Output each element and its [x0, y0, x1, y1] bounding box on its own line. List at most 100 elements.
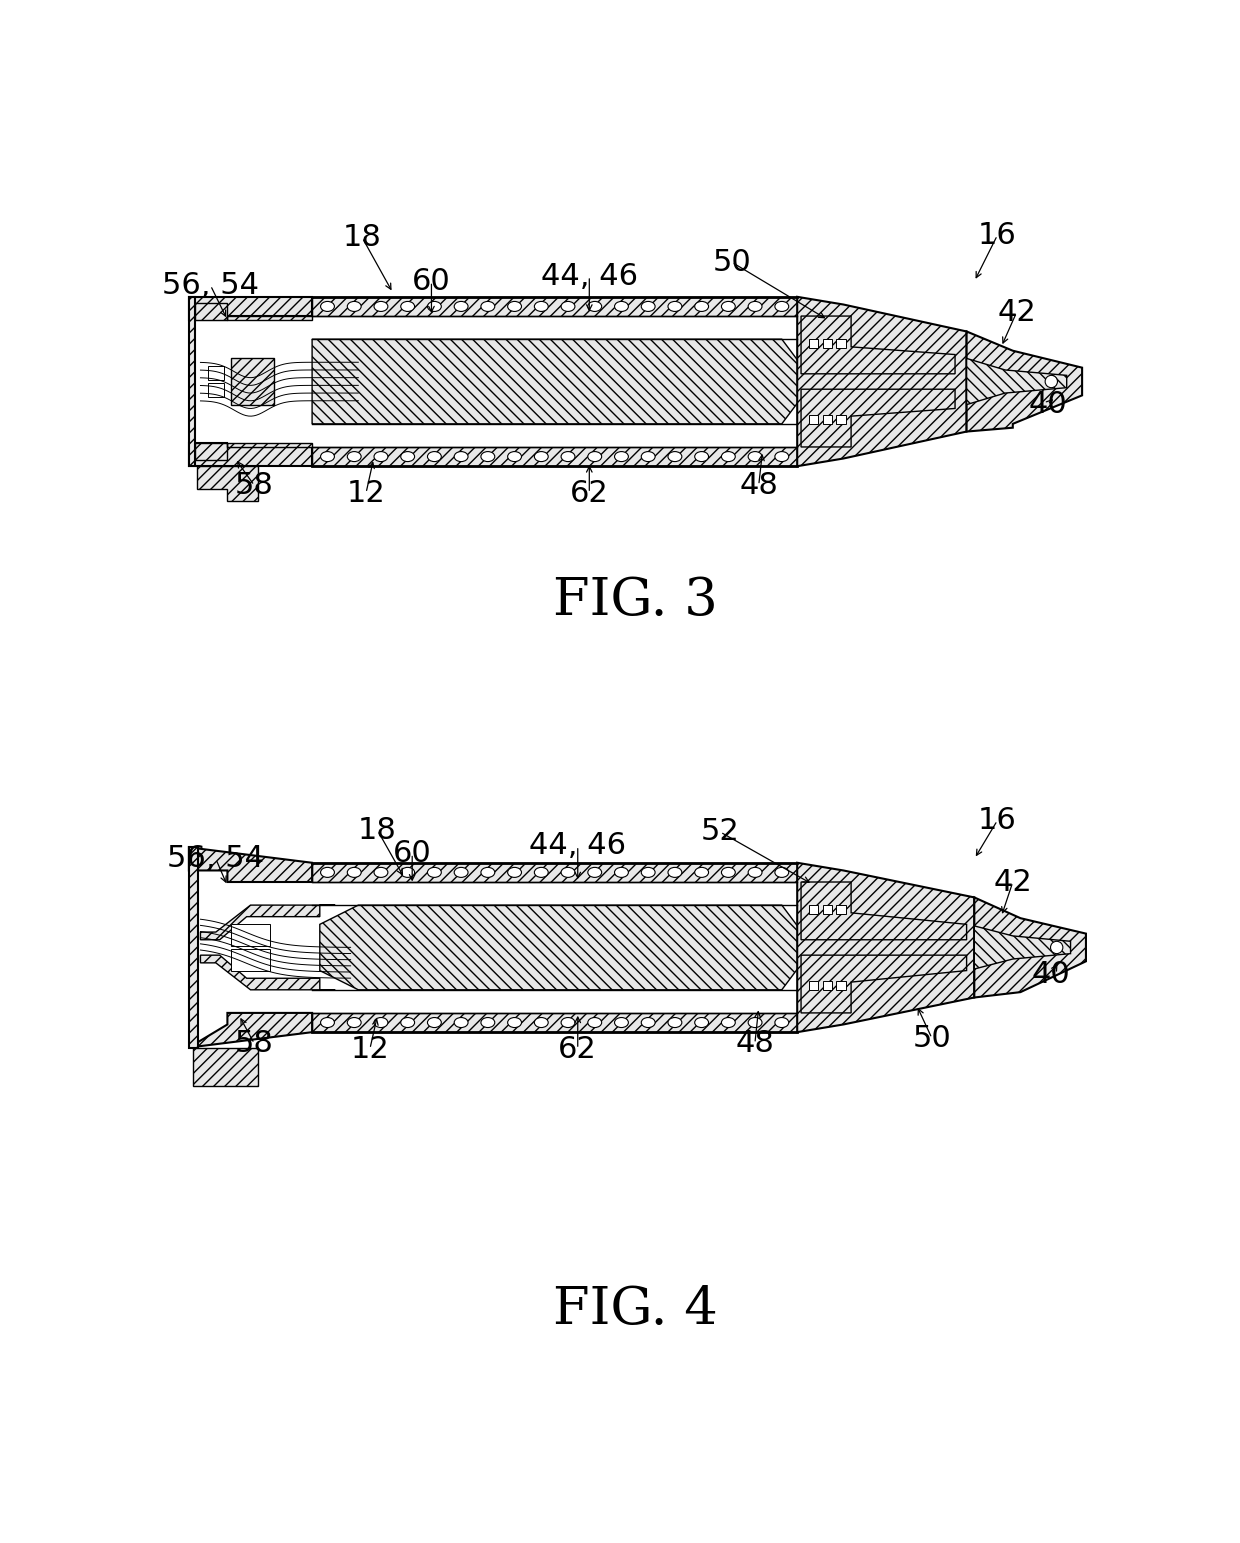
Bar	[188, 296, 195, 466]
Ellipse shape	[588, 1017, 601, 1028]
Polygon shape	[197, 466, 258, 501]
Ellipse shape	[347, 452, 361, 461]
Ellipse shape	[347, 867, 361, 878]
Polygon shape	[201, 955, 335, 989]
Polygon shape	[801, 316, 955, 373]
Text: 52: 52	[701, 818, 739, 847]
Ellipse shape	[668, 452, 682, 461]
Bar	[822, 339, 832, 349]
Bar	[822, 980, 832, 989]
Text: FIG. 3: FIG. 3	[553, 576, 718, 626]
Ellipse shape	[347, 1017, 361, 1028]
Polygon shape	[801, 883, 967, 940]
Polygon shape	[188, 296, 312, 319]
Text: 58: 58	[234, 1029, 274, 1058]
Text: 44, 46: 44, 46	[541, 261, 637, 290]
Polygon shape	[188, 1012, 312, 1048]
Polygon shape	[195, 302, 312, 319]
Bar	[208, 366, 223, 380]
Ellipse shape	[668, 867, 682, 878]
Polygon shape	[312, 339, 805, 424]
Polygon shape	[967, 332, 1083, 432]
Text: 40: 40	[1032, 960, 1070, 989]
Text: 60: 60	[393, 839, 432, 869]
Ellipse shape	[694, 1017, 708, 1028]
Ellipse shape	[454, 867, 467, 878]
Ellipse shape	[534, 301, 548, 312]
Ellipse shape	[694, 301, 708, 312]
Polygon shape	[195, 443, 312, 460]
Ellipse shape	[641, 452, 655, 461]
Text: 42: 42	[993, 867, 1032, 896]
Ellipse shape	[401, 301, 414, 312]
Bar	[188, 847, 198, 1048]
Ellipse shape	[454, 1017, 467, 1028]
Ellipse shape	[321, 301, 335, 312]
Polygon shape	[192, 1048, 258, 1086]
Ellipse shape	[347, 301, 361, 312]
Bar	[231, 924, 270, 946]
Text: 12: 12	[351, 1035, 389, 1063]
Ellipse shape	[481, 301, 495, 312]
Bar	[231, 949, 270, 971]
Ellipse shape	[775, 1017, 789, 1028]
Ellipse shape	[722, 867, 735, 878]
Ellipse shape	[560, 867, 575, 878]
Polygon shape	[312, 296, 797, 316]
Ellipse shape	[694, 867, 708, 878]
Text: 44, 46: 44, 46	[529, 832, 626, 861]
Ellipse shape	[481, 867, 495, 878]
Text: 56, 54: 56, 54	[167, 844, 264, 873]
Text: 60: 60	[412, 267, 451, 296]
Ellipse shape	[454, 301, 467, 312]
Polygon shape	[320, 906, 805, 989]
Text: 50: 50	[913, 1025, 951, 1052]
Ellipse shape	[615, 301, 629, 312]
Ellipse shape	[374, 452, 388, 461]
Ellipse shape	[722, 301, 735, 312]
Polygon shape	[797, 296, 967, 466]
Ellipse shape	[775, 452, 789, 461]
Ellipse shape	[428, 452, 441, 461]
Ellipse shape	[694, 452, 708, 461]
Ellipse shape	[321, 452, 335, 461]
Ellipse shape	[615, 867, 629, 878]
Ellipse shape	[641, 867, 655, 878]
Bar	[837, 339, 846, 349]
Text: 18: 18	[342, 224, 382, 252]
Ellipse shape	[668, 301, 682, 312]
Ellipse shape	[641, 1017, 655, 1028]
Ellipse shape	[321, 1017, 335, 1028]
Ellipse shape	[560, 452, 575, 461]
Bar	[208, 383, 223, 397]
Ellipse shape	[722, 452, 735, 461]
Polygon shape	[312, 863, 797, 883]
Text: 58: 58	[234, 471, 274, 500]
Ellipse shape	[560, 1017, 575, 1028]
Ellipse shape	[748, 1017, 763, 1028]
Ellipse shape	[1045, 375, 1058, 387]
Ellipse shape	[668, 1017, 682, 1028]
Ellipse shape	[454, 452, 467, 461]
Text: 16: 16	[978, 221, 1017, 250]
Text: FIG. 4: FIG. 4	[553, 1284, 718, 1335]
Ellipse shape	[401, 1017, 414, 1028]
Ellipse shape	[374, 1017, 388, 1028]
Ellipse shape	[722, 1017, 735, 1028]
Text: 48: 48	[739, 471, 779, 500]
Ellipse shape	[748, 452, 763, 461]
Ellipse shape	[748, 867, 763, 878]
Ellipse shape	[615, 1017, 629, 1028]
Bar	[808, 415, 818, 424]
Ellipse shape	[534, 1017, 548, 1028]
Ellipse shape	[615, 452, 629, 461]
Polygon shape	[975, 926, 1070, 969]
Bar	[231, 358, 274, 404]
Bar	[808, 980, 818, 989]
Ellipse shape	[588, 452, 601, 461]
Ellipse shape	[534, 867, 548, 878]
Ellipse shape	[560, 301, 575, 312]
Text: 40: 40	[1028, 390, 1066, 420]
Text: 42: 42	[997, 298, 1037, 327]
Ellipse shape	[1050, 941, 1063, 954]
